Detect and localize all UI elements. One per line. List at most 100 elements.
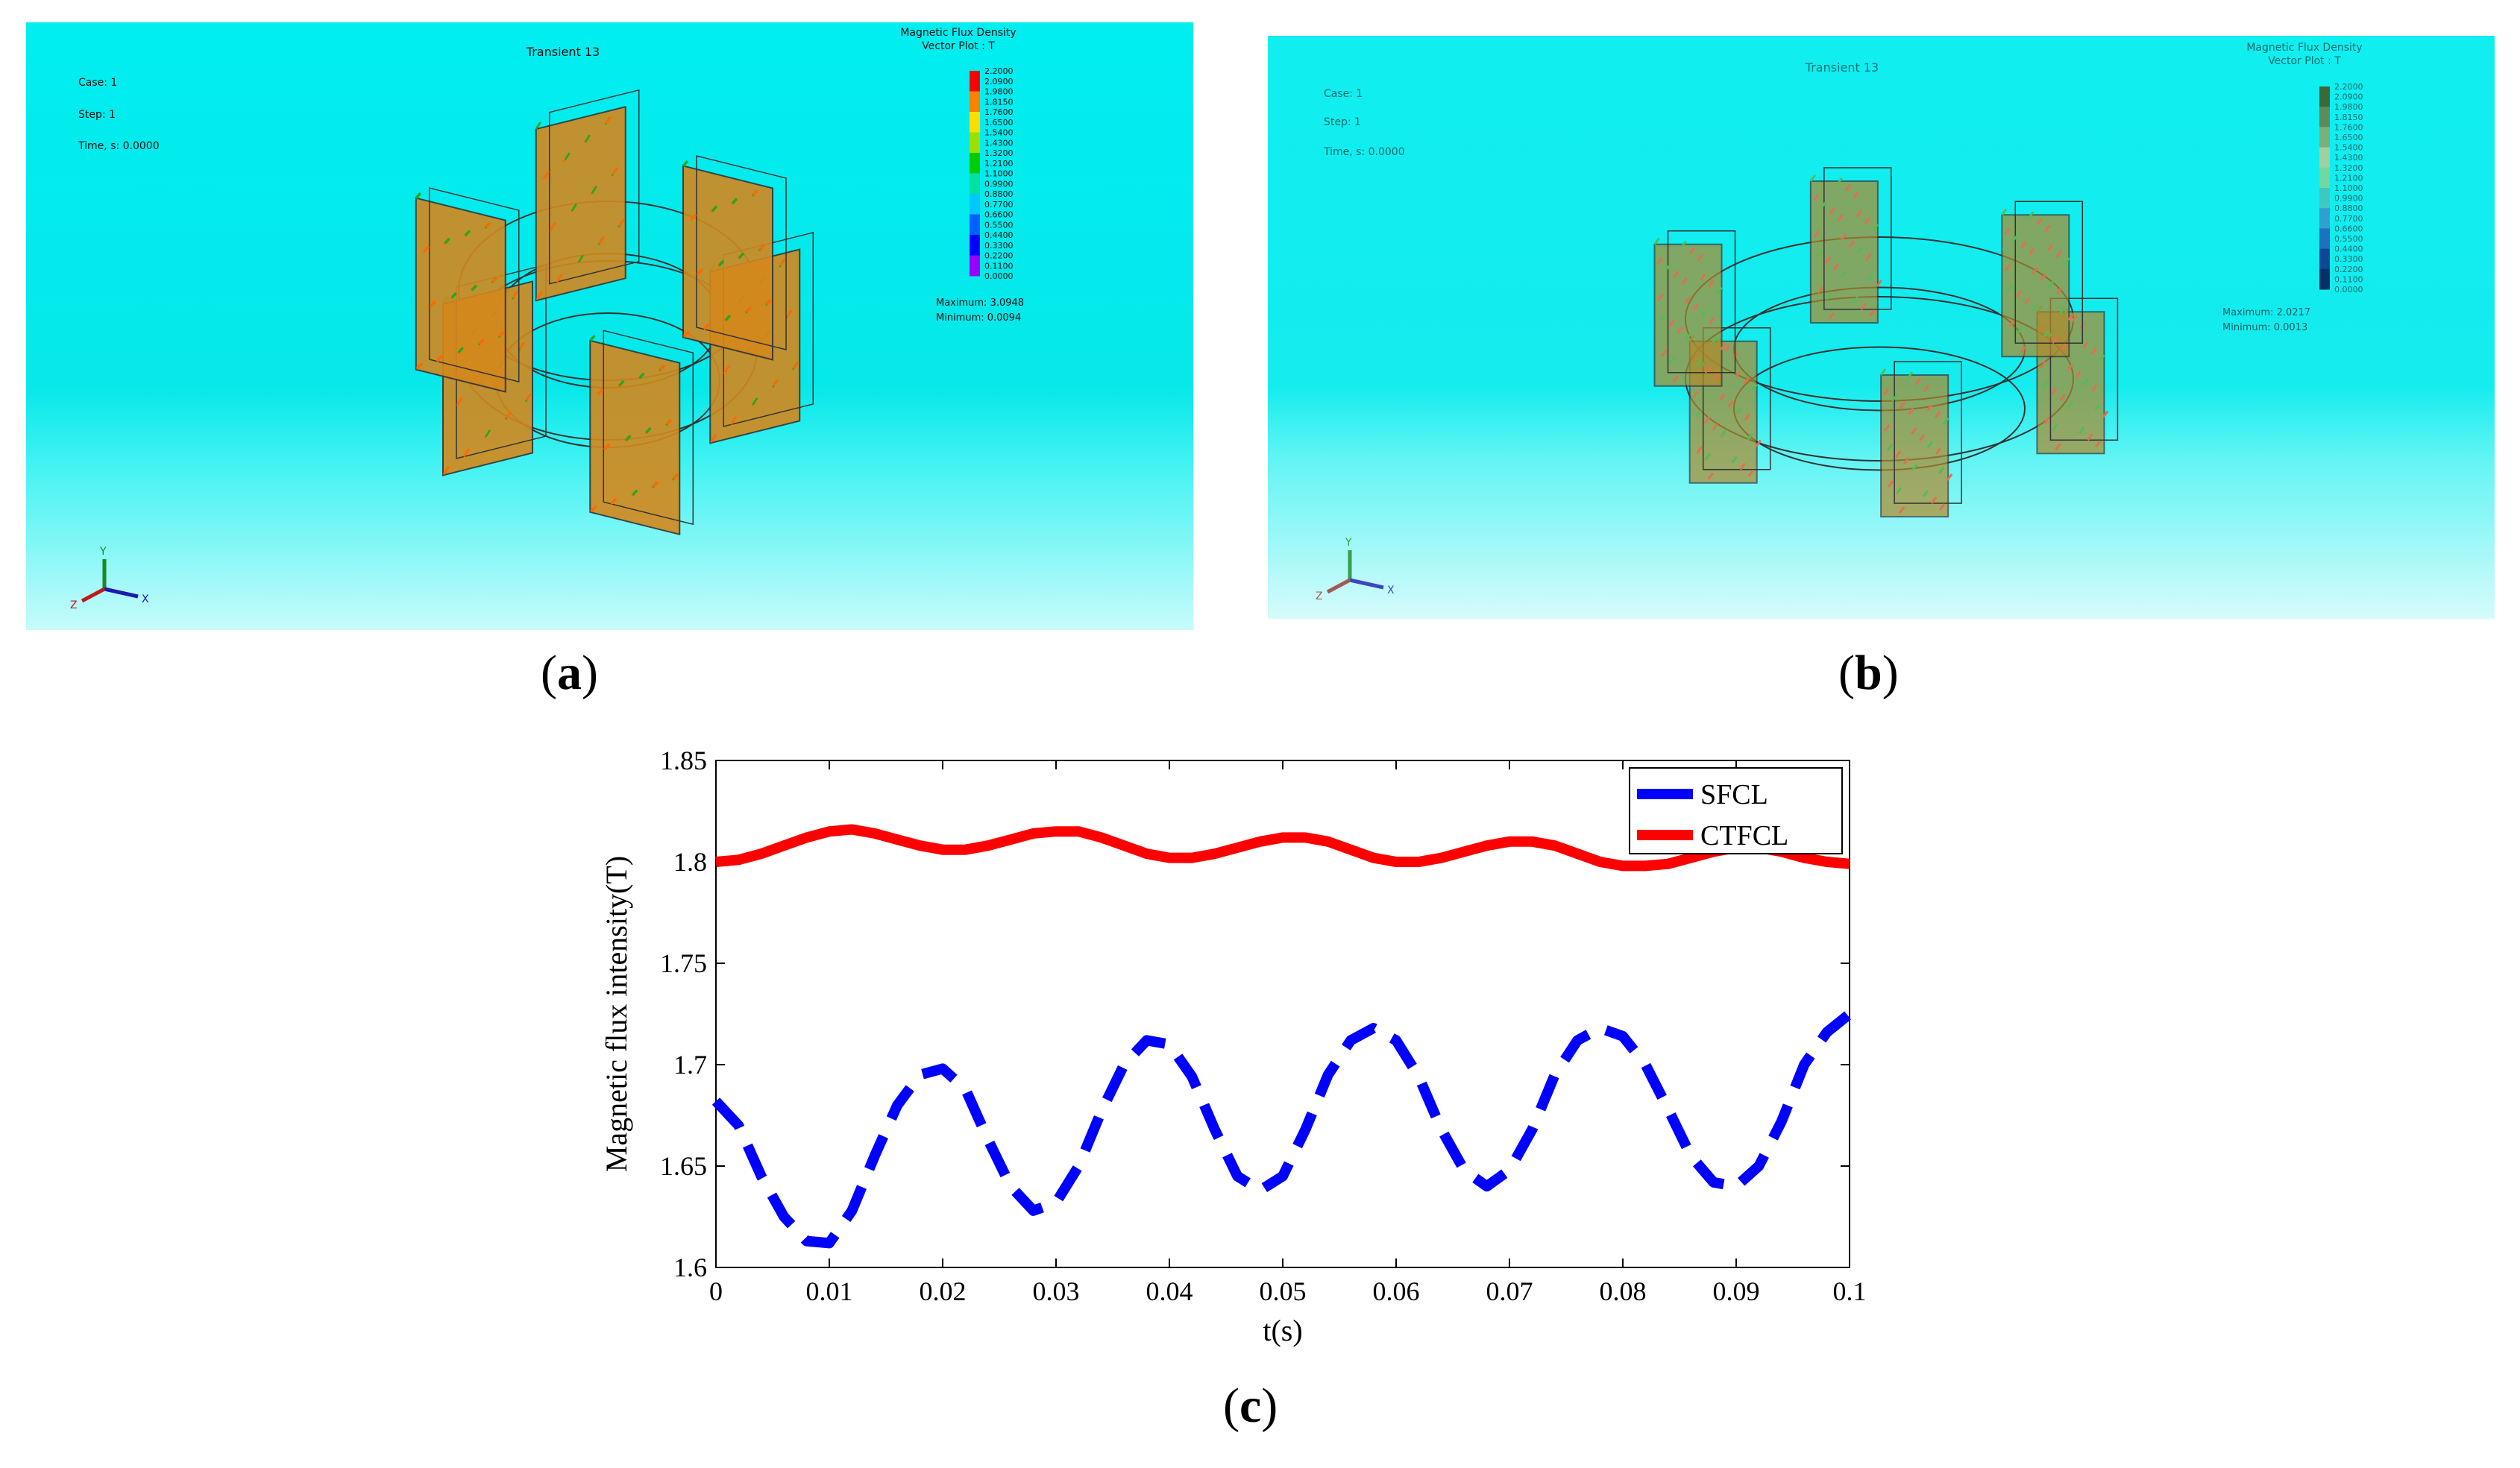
colorbar-segment: [970, 112, 980, 133]
colorbar-tick-label: 0.7700: [984, 200, 1014, 210]
colorbar-tick-label: 1.3200: [984, 148, 1014, 158]
flux-vector: [535, 122, 541, 130]
flux-vector: [1883, 424, 1891, 432]
panel-a-fea-plot: Transient 13 Case: 1 Step: 1 Time, s: 0.…: [26, 22, 1193, 630]
y-tick-label: 1.85: [660, 746, 707, 775]
transformer-core-a: [415, 89, 814, 536]
flux-vector: [2094, 403, 2101, 412]
flux-vector: [415, 192, 421, 199]
limb-body: [535, 105, 626, 302]
panel-label-c: (c): [1223, 1379, 1278, 1433]
flux-vector: [1692, 303, 1699, 311]
flux-vector: [518, 341, 526, 350]
flux-vector: [485, 221, 491, 229]
flux-vector: [2001, 208, 2008, 216]
flux-vector: [1923, 385, 1930, 392]
colorbar-tick-label: 0.2200: [2334, 265, 2363, 274]
flux-vector: [1828, 312, 1835, 320]
flux-vector: [1681, 277, 1688, 285]
flux-vector: [2016, 290, 2023, 298]
flux-vector: [1872, 224, 1879, 231]
colorbar-segment: [2319, 86, 2330, 107]
flux-vector: [683, 330, 691, 338]
flux-vector: [2043, 380, 2049, 388]
flux-vector: [1894, 450, 1902, 458]
flux-vector: [1895, 487, 1902, 494]
flux-vector: [1747, 469, 1754, 477]
flux-vector: [2036, 218, 2043, 226]
maximum-b: Maximum: 2.0217: [2222, 307, 2310, 318]
flux-vector: [1946, 473, 1953, 481]
x-axis-label: t(s): [1263, 1314, 1302, 1347]
colorbar-segment: [970, 194, 980, 215]
flux-vector: [484, 429, 491, 438]
svg-text:X: X: [142, 593, 149, 605]
flux-vector: [2055, 443, 2061, 451]
flux-vector: [1832, 263, 1840, 271]
flux-vector: [443, 465, 450, 474]
flux-vector: [598, 236, 605, 245]
colorbar-tick-label: 1.5400: [984, 128, 1014, 138]
colorbar-ticks-b: 2.20002.09001.98001.81501.76001.65001.54…: [2334, 82, 2363, 294]
flux-vector: [2048, 280, 2055, 289]
colorbar-tick-label: 1.1000: [2334, 183, 2363, 193]
flux-vector: [1724, 344, 1730, 352]
x-tick-label: 0.08: [1600, 1276, 1647, 1306]
flux-vector: [1697, 253, 1703, 262]
colorbar-tick-label: 0.6600: [2334, 224, 2363, 233]
colorbar-tick-label: 1.9800: [984, 87, 1014, 97]
flux-vector: [1926, 404, 1933, 412]
flux-vector: [1853, 191, 1860, 198]
panel-label-b: (b): [1838, 646, 1899, 700]
limb-outline: [2014, 201, 2084, 344]
flux-vector: [591, 186, 597, 195]
flux-vector: [1825, 293, 1832, 300]
maximum-a: Maximum: 3.0948: [936, 297, 1024, 309]
flux-vector: [1817, 286, 1824, 294]
flux-vector: [1891, 394, 1898, 402]
flux-vector: [786, 309, 793, 318]
transient-title-b: Transient 13: [1805, 60, 1879, 75]
x-tick-label: 0.02: [920, 1276, 967, 1306]
colorbar-tick-label: 0.4400: [984, 230, 1014, 240]
colorbar-segment: [970, 214, 980, 236]
x-tick-label: 0.01: [806, 1276, 853, 1306]
colorbar-tick-label: 1.2100: [984, 159, 1014, 168]
transient-title-a: Transient 13: [526, 45, 600, 59]
colorbar-tick-label: 0.7700: [2334, 214, 2363, 224]
info-case-b: Case: 1: [1324, 88, 1363, 100]
flux-vector: [450, 292, 457, 299]
flux-vector: [1942, 418, 1949, 425]
flux-vector: [2060, 343, 2067, 351]
flux-vector: [1747, 432, 1753, 441]
colorbar-tick-label: 0.6600: [984, 210, 1014, 220]
colorbar-tick-label: 2.2000: [984, 66, 1014, 76]
flux-vector: [1935, 447, 1942, 455]
series-line-ctfcl: [715, 824, 1850, 872]
flux-vector: [1703, 416, 1710, 424]
core-limb: [1879, 361, 1962, 518]
flux-vector: [1902, 457, 1910, 464]
limb-outline: [428, 187, 520, 382]
colorbar-tick-label: 0.0000: [984, 271, 1014, 281]
colorbar-segment: [2319, 127, 2330, 148]
core-limb: [682, 155, 787, 361]
flux-vector: [589, 335, 596, 342]
flux-vector: [571, 204, 577, 212]
flux-vector: [625, 435, 632, 442]
flux-vector: [1712, 372, 1719, 380]
flux-vector: [2047, 244, 2054, 252]
colorbar-tick-label: 1.7600: [2334, 122, 2363, 132]
flux-vector: [1922, 490, 1929, 497]
info-time-a: Time, s: 0.0000: [78, 140, 160, 152]
flux-vector: [1938, 503, 1946, 511]
flux-vector: [550, 222, 556, 230]
limb-outline: [603, 330, 694, 526]
flux-vector: [2082, 341, 2089, 349]
series-line-sfcl: [711, 1009, 1853, 1249]
flux-vector: [1720, 429, 1726, 438]
svg-text:Y: Y: [1345, 537, 1352, 549]
limb-outline: [696, 155, 787, 350]
flux-vector: [1938, 467, 1945, 474]
flux-vector: [498, 330, 505, 338]
